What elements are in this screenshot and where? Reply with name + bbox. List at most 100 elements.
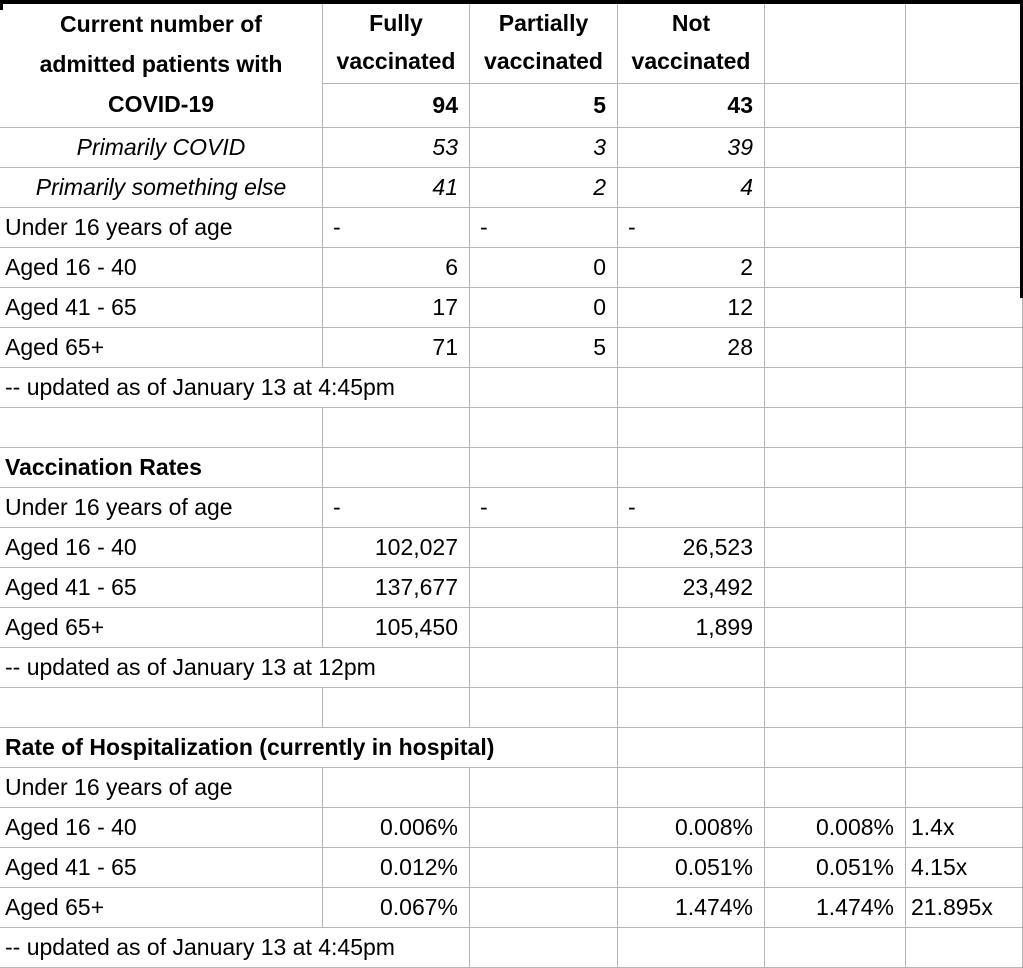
cell-F13[interactable] [906, 528, 1023, 568]
cell-D3[interactable]: 39 [618, 128, 765, 168]
cell-D7[interactable]: 12 [618, 288, 765, 328]
cell-C7[interactable]: 0 [470, 288, 618, 328]
cell-C15[interactable] [470, 608, 618, 648]
cell-C22[interactable] [470, 888, 618, 928]
cell-C9[interactable] [470, 368, 618, 408]
row-label-under-16[interactable]: Under 16 years of age [0, 768, 323, 808]
cell-E15[interactable] [765, 608, 906, 648]
row-label-primarily-something-else[interactable]: Primarily something else [0, 168, 323, 208]
multiplier-aged-65-plus[interactable]: 21.895x [906, 888, 1023, 928]
cell-B7[interactable]: 17 [323, 288, 470, 328]
cell-F17[interactable] [906, 688, 1023, 728]
cell-B21[interactable]: 0.012% [323, 848, 470, 888]
cell-F18[interactable] [906, 728, 1023, 768]
cell-D9[interactable] [618, 368, 765, 408]
cell-C17[interactable] [470, 688, 618, 728]
cell-D10[interactable] [618, 408, 765, 448]
cell-C8[interactable]: 5 [470, 328, 618, 368]
cell-C11[interactable] [470, 448, 618, 488]
cell-B17[interactable] [323, 688, 470, 728]
cell-E17[interactable] [765, 688, 906, 728]
total-not-vaccinated[interactable]: 43 [618, 84, 765, 128]
cell-F23[interactable] [906, 928, 1023, 968]
cell-B13[interactable]: 102,027 [323, 528, 470, 568]
cell-B8[interactable]: 71 [323, 328, 470, 368]
cell-E9[interactable] [765, 368, 906, 408]
total-fully-vaccinated[interactable]: 94 [323, 84, 470, 128]
cell-D21[interactable]: 0.051% [618, 848, 765, 888]
header-fully-vaccinated[interactable]: Fully vaccinated [323, 0, 470, 84]
footnote-vaccination-updated[interactable]: -- updated as of January 13 at 12pm [0, 648, 470, 688]
row-label-under-16[interactable]: Under 16 years of age [0, 488, 323, 528]
row-label-aged-16-40[interactable]: Aged 16 - 40 [0, 528, 323, 568]
row-label-primarily-covid[interactable]: Primarily COVID [0, 128, 323, 168]
cell-D16[interactable] [618, 648, 765, 688]
cell-D14[interactable]: 23,492 [618, 568, 765, 608]
cell-D11[interactable] [618, 448, 765, 488]
cell-E2[interactable] [765, 84, 906, 128]
cell-E4[interactable] [765, 168, 906, 208]
footnote-admitted-updated[interactable]: -- updated as of January 13 at 4:45pm [0, 368, 470, 408]
cell-B12[interactable]: - [323, 488, 470, 528]
cell-E8[interactable] [765, 328, 906, 368]
cell-E7[interactable] [765, 288, 906, 328]
cell-F11[interactable] [906, 448, 1023, 488]
row-label-aged-16-40[interactable]: Aged 16 - 40 [0, 248, 323, 288]
cell-C13[interactable] [470, 528, 618, 568]
multiplier-aged-16-40[interactable]: 1.4x [906, 808, 1023, 848]
cell-E22[interactable]: 1.474% [765, 888, 906, 928]
cell-E5[interactable] [765, 208, 906, 248]
cell-E6[interactable] [765, 248, 906, 288]
row-label-aged-41-65[interactable]: Aged 41 - 65 [0, 848, 323, 888]
section-title-hospitalization-rate[interactable]: Rate of Hospitalization (currently in ho… [0, 728, 618, 768]
cell-F1[interactable] [906, 0, 1023, 84]
cell-C16[interactable] [470, 648, 618, 688]
multiplier-aged-41-65[interactable]: 4.15x [906, 848, 1023, 888]
cell-D18[interactable] [618, 728, 765, 768]
cell-C21[interactable] [470, 848, 618, 888]
cell-A10[interactable] [0, 408, 323, 448]
cell-F14[interactable] [906, 568, 1023, 608]
cell-C6[interactable]: 0 [470, 248, 618, 288]
cell-E20[interactable]: 0.008% [765, 808, 906, 848]
cell-D13[interactable]: 26,523 [618, 528, 765, 568]
cell-A17[interactable] [0, 688, 323, 728]
cell-C12[interactable]: - [470, 488, 618, 528]
cell-E10[interactable] [765, 408, 906, 448]
cell-B11[interactable] [323, 448, 470, 488]
cell-D12[interactable]: - [618, 488, 765, 528]
cell-E3[interactable] [765, 128, 906, 168]
cell-C20[interactable] [470, 808, 618, 848]
cell-E18[interactable] [765, 728, 906, 768]
cell-C10[interactable] [470, 408, 618, 448]
cell-B3[interactable]: 53 [323, 128, 470, 168]
cell-B6[interactable]: 6 [323, 248, 470, 288]
cell-C14[interactable] [470, 568, 618, 608]
cell-D15[interactable]: 1,899 [618, 608, 765, 648]
cell-E19[interactable] [765, 768, 906, 808]
cell-E14[interactable] [765, 568, 906, 608]
cell-F15[interactable] [906, 608, 1023, 648]
cell-F19[interactable] [906, 768, 1023, 808]
cell-D6[interactable]: 2 [618, 248, 765, 288]
cell-D8[interactable]: 28 [618, 328, 765, 368]
row-label-aged-16-40[interactable]: Aged 16 - 40 [0, 808, 323, 848]
cell-F3[interactable] [906, 128, 1023, 168]
cell-B20[interactable]: 0.006% [323, 808, 470, 848]
section-title-vaccination-rates[interactable]: Vaccination Rates [0, 448, 323, 488]
row-label-aged-41-65[interactable]: Aged 41 - 65 [0, 288, 323, 328]
cell-D17[interactable] [618, 688, 765, 728]
cell-D19[interactable] [618, 768, 765, 808]
cell-D5[interactable]: - [618, 208, 765, 248]
cell-E12[interactable] [765, 488, 906, 528]
cell-F12[interactable] [906, 488, 1023, 528]
cell-E16[interactable] [765, 648, 906, 688]
header-not-vaccinated[interactable]: Not vaccinated [618, 0, 765, 84]
row-label-aged-65-plus[interactable]: Aged 65+ [0, 608, 323, 648]
cell-D22[interactable]: 1.474% [618, 888, 765, 928]
cell-E11[interactable] [765, 448, 906, 488]
cell-B5[interactable]: - [323, 208, 470, 248]
footnote-hospitalization-updated[interactable]: -- updated as of January 13 at 4:45pm [0, 928, 470, 968]
cell-F6[interactable] [906, 248, 1023, 288]
cell-D23[interactable] [618, 928, 765, 968]
